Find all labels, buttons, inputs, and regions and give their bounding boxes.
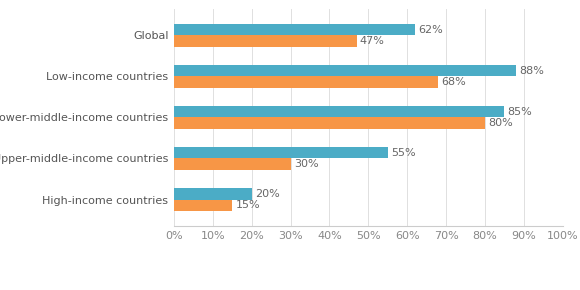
Text: 80%: 80%: [488, 118, 513, 128]
Text: 88%: 88%: [519, 66, 544, 76]
Bar: [174, 65, 516, 76]
Text: 85%: 85%: [508, 107, 532, 117]
Bar: [174, 188, 252, 200]
Text: 30%: 30%: [293, 159, 318, 169]
Bar: [174, 200, 232, 211]
Text: 15%: 15%: [235, 200, 260, 210]
Text: 20%: 20%: [255, 189, 280, 199]
Text: 62%: 62%: [418, 25, 443, 35]
Bar: [174, 24, 415, 35]
Bar: [174, 35, 357, 47]
Bar: [174, 117, 485, 129]
Bar: [174, 106, 504, 117]
Text: 55%: 55%: [391, 148, 415, 158]
Bar: [174, 159, 291, 170]
Bar: [174, 147, 387, 159]
Text: 68%: 68%: [441, 77, 466, 87]
Bar: [174, 76, 438, 88]
Text: 47%: 47%: [360, 36, 385, 46]
